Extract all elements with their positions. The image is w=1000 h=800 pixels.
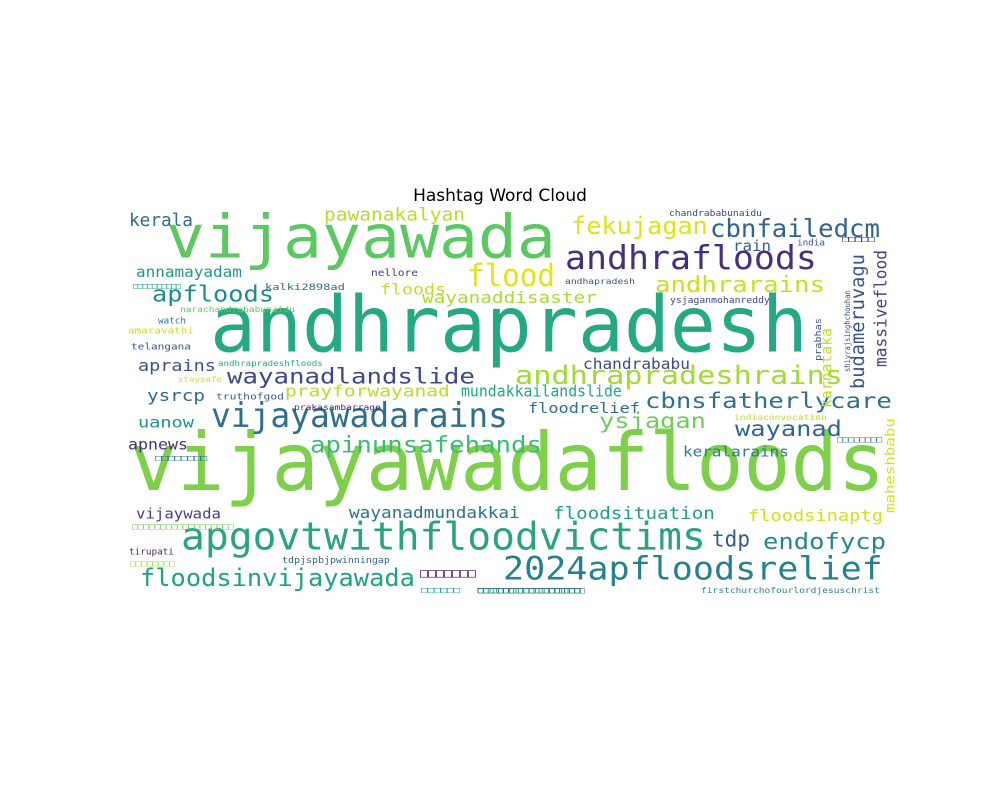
cloud-word-3: vijayawada	[166, 202, 556, 272]
cloud-word-48: kalki2898ad	[265, 281, 345, 292]
cloud-word-50: ysjaganmohanreddy	[670, 295, 770, 306]
cloud-word-64: firstchurchofourlordjesuschrist	[701, 587, 880, 596]
cloud-word-51: narachandrababunaidu	[180, 306, 295, 315]
cloud-word-31: annamayadam	[136, 263, 242, 280]
cloud-word-30: karnataka	[817, 328, 835, 408]
cloud-word-69: □□□□□□□□	[837, 436, 882, 445]
cloud-word-44: maheshbabu	[884, 418, 898, 513]
cloud-word-52: watch	[158, 317, 186, 327]
cloud-word-8: andhrapradeshrains	[515, 360, 843, 390]
cloud-word-56: staysafe	[178, 376, 222, 385]
cloud-word-11: cbnfailedcm	[710, 213, 880, 243]
cloud-word-22: pawanakalyan	[324, 205, 465, 225]
cloud-word-26: wayanadmundakkai	[349, 503, 520, 522]
cloud-word-46: india	[797, 239, 825, 249]
cloud-word-23: kerala	[129, 210, 193, 231]
cloud-word-20: wayanad	[735, 417, 842, 441]
cloud-word-54: telangana	[131, 343, 191, 353]
cloud-word-17: apinunsafehands	[310, 431, 542, 458]
cloud-word-47: nellore	[371, 267, 418, 278]
cloud-word-65: □□□□□□□	[420, 566, 476, 580]
cloud-word-21: tdp	[712, 527, 750, 553]
chart-title: Hashtag Word Cloud	[413, 186, 587, 206]
cloud-word-53: amaravathi	[128, 327, 194, 337]
cloud-word-71: □□□□□□	[421, 586, 460, 595]
cloud-word-9: floodsinvijayawada	[140, 564, 415, 592]
cloud-word-66: □□□□□□□□□□□□□□□□	[477, 586, 581, 595]
cloud-word-29: massiveflood	[871, 250, 890, 367]
cloud-word-73: □□□□□□□□□□	[133, 282, 181, 291]
cloud-word-5: 2024apfloodsrelief	[503, 550, 883, 587]
cloud-word-24: wayanaddisaster	[422, 289, 597, 307]
cloud-word-37: chandrababu	[583, 355, 690, 372]
cloud-word-68: □□□□□□□□	[155, 454, 207, 463]
cloud-word-42: keralarains	[683, 443, 789, 460]
cloud-word-61: indiaconvocation	[734, 414, 827, 423]
cloud-word-2: vijayawadafloods	[130, 415, 885, 509]
cloud-word-4: apgovtwithfloodvictims	[181, 515, 706, 559]
cloud-word-25: floodsituation	[553, 504, 715, 524]
cloud-word-15: wayanadlandslide	[227, 364, 475, 389]
cloud-word-60: shivrajsinghchouhan	[843, 290, 852, 372]
cloud-word-38: ysrcp	[147, 387, 205, 405]
cloud-word-35: mundakkailandslide	[461, 382, 622, 401]
cloud-word-39: uanow	[138, 413, 195, 431]
cloud-word-7: vijayawadarains	[211, 396, 508, 436]
cloud-word-59: prabhas	[814, 318, 824, 361]
cloud-word-43: vijaywada	[136, 505, 221, 522]
cloud-word-70: □□□□□	[842, 235, 875, 244]
cloud-word-72: □□□□□□□□	[130, 560, 175, 569]
cloud-word-33: floods	[380, 280, 446, 298]
cloud-word-28: budameruvagu	[848, 254, 869, 389]
cloud-word-32: rain	[733, 237, 771, 255]
cloud-word-49: andhapradesh	[565, 278, 635, 287]
cloud-word-62: tirupati	[129, 546, 174, 557]
cloud-word-63: tdpjspbjpwinningap	[282, 555, 390, 565]
cloud-word-12: fekujagan	[571, 212, 708, 240]
cloud-word-16: cbnsfatherlycare	[645, 388, 892, 413]
cloud-word-41: floodrelief	[528, 400, 640, 416]
cloud-word-34: prayforwayanad	[285, 382, 450, 401]
cloud-word-74: □□□□□□□□□□□□□□□□□□□□□	[478, 585, 585, 595]
cloud-word-40: apnews	[128, 435, 188, 453]
cloud-word-13: apfloods	[152, 281, 274, 307]
cloud-word-6: andhrafloods	[565, 239, 817, 278]
cloud-word-58: prakasambarrage	[294, 404, 381, 413]
cloud-word-19: ysjagan	[599, 409, 706, 433]
cloud-word-55: andhrapradeshfloods	[218, 360, 323, 369]
cloud-word-67: □□□□□□□□□□□□□□□□□□	[132, 523, 234, 532]
cloud-word-10: flood	[467, 258, 555, 294]
cloud-word-14: andhrarains	[655, 272, 825, 298]
cloud-word-1: andhrapradesh	[210, 280, 808, 371]
cloud-word-36: aprains	[138, 357, 216, 375]
cloud-word-18: endofycp	[763, 529, 886, 555]
cloud-word-45: chandrababunaidu	[669, 208, 762, 219]
cloud-word-57: truthofgod	[216, 393, 284, 403]
cloud-word-27: floodsinaptg	[748, 507, 883, 525]
